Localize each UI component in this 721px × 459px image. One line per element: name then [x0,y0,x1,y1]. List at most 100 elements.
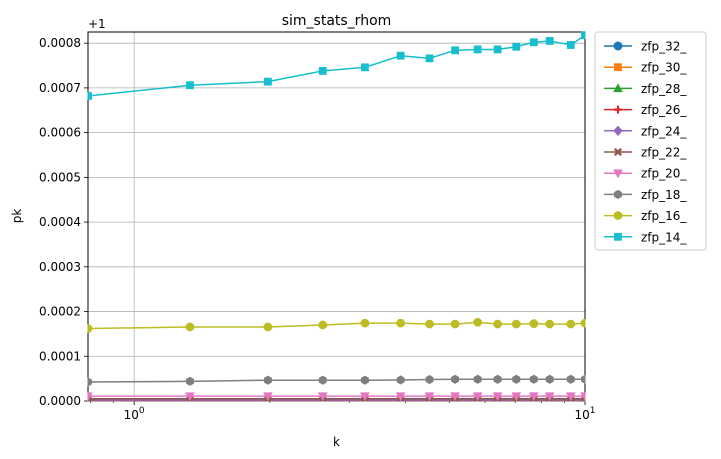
data-series [87,31,586,402]
data-point [565,392,576,402]
data-point [87,392,93,402]
data-point [580,392,586,402]
y-offset-label: +1 [88,17,106,31]
legend-entry: zfp_16_ [604,209,687,223]
data-point [396,51,405,60]
legend-marker [613,169,623,179]
y-tick-label: 0.0006 [39,126,81,140]
legend-label: zfp_18_ [641,188,687,202]
data-point [566,374,575,384]
legend-marker [614,189,622,199]
legend-label: zfp_26_ [641,103,687,117]
legend-marker [613,147,623,157]
legend-label: zfp_14_ [641,230,687,244]
data-point [263,392,273,402]
data-point [544,392,555,402]
data-point [450,319,460,329]
data-point [263,322,273,332]
legend-marker [613,211,623,220]
data-point [512,319,521,329]
legend-entry: zfp_26_ [604,103,687,117]
data-point [472,392,483,402]
data-point [473,374,482,384]
data-point [566,319,575,329]
series-zfp-20 [87,392,586,402]
data-point [87,92,92,100]
legend: zfp_32_ zfp_30_ zfp_28_ zfp_26_ zfp_24_ zfp_2… [594,31,707,251]
legend-entry: zfp_30_ [604,61,687,75]
legend-label: zfp_24_ [641,124,687,138]
y-tick-label: 0.0007 [39,81,81,95]
y-axis-label: pk [10,209,24,224]
data-point [185,322,195,332]
x-axis-ticks: 100 101 [90,401,596,422]
series-zfp-14 [87,31,586,100]
series-zfp-18 [87,374,586,387]
data-point [318,67,327,75]
y-tick-label: 0.0003 [39,260,81,274]
data-point [581,374,586,384]
legend-marker [613,125,623,136]
data-point [360,392,370,402]
x-tick-base: 10 [124,408,139,422]
legend-label: zfp_22_ [641,146,687,160]
data-point [529,319,539,328]
legend-entry: zfp_18_ [604,188,687,202]
chart-title: sim_stats_rhom [282,13,392,29]
data-point [360,375,369,385]
legend-marker [614,63,622,72]
y-tick-label: 0.0008 [39,36,81,50]
data-point [396,318,405,328]
data-point [186,81,194,90]
data-point [545,374,554,384]
data-point [493,45,502,54]
legend-label: zfp_16_ [641,209,687,223]
y-tick-label: 0.0001 [39,349,81,363]
data-point [529,374,538,384]
data-point [318,375,327,385]
data-point [545,319,554,329]
data-point [528,392,539,402]
data-point [87,377,92,387]
data-point [512,42,521,51]
x-tick-exponent: 0 [139,406,145,416]
data-point [318,320,327,330]
data-point [87,324,93,333]
data-point [263,375,272,385]
legend-label: zfp_28_ [641,82,687,96]
data-point [473,45,482,54]
legend-entry: zfp_28_ [604,82,687,96]
legend-entry: zfp_20_ [604,167,687,181]
data-point [425,374,434,385]
data-point [425,319,434,329]
data-point [361,63,369,72]
legend-entry: zfp_24_ [604,124,687,138]
data-point [395,392,406,402]
legend-marker [613,83,623,93]
y-tick-label: 0.0004 [39,215,81,229]
legend-label: zfp_30_ [641,61,687,75]
y-axis-ticks: 0.0000 0.0001 0.0002 0.0003 0.0004 0.0005 0.00… [39,36,88,408]
y-tick-label: 0.0005 [39,170,81,184]
legend-entry: zfp_22_ [604,146,687,160]
data-point [360,318,370,328]
legend-marker [614,105,622,114]
y-tick-label: 0.0000 [39,394,81,408]
data-point [581,31,586,40]
data-point [580,318,586,328]
legend-marker [613,41,623,51]
legend-frame [594,31,707,251]
legend-label: zfp_20_ [641,167,687,181]
data-point [396,375,405,385]
data-point [451,46,459,55]
data-point [450,392,460,402]
series-zfp-16 [87,318,586,333]
data-point [493,319,502,329]
data-point [424,392,435,402]
x-tick-label: 101 [574,406,595,422]
data-point [511,392,522,402]
data-point [451,374,460,384]
y-tick-label: 0.0002 [39,305,81,319]
legend-entry: zfp_32_ [604,40,687,54]
